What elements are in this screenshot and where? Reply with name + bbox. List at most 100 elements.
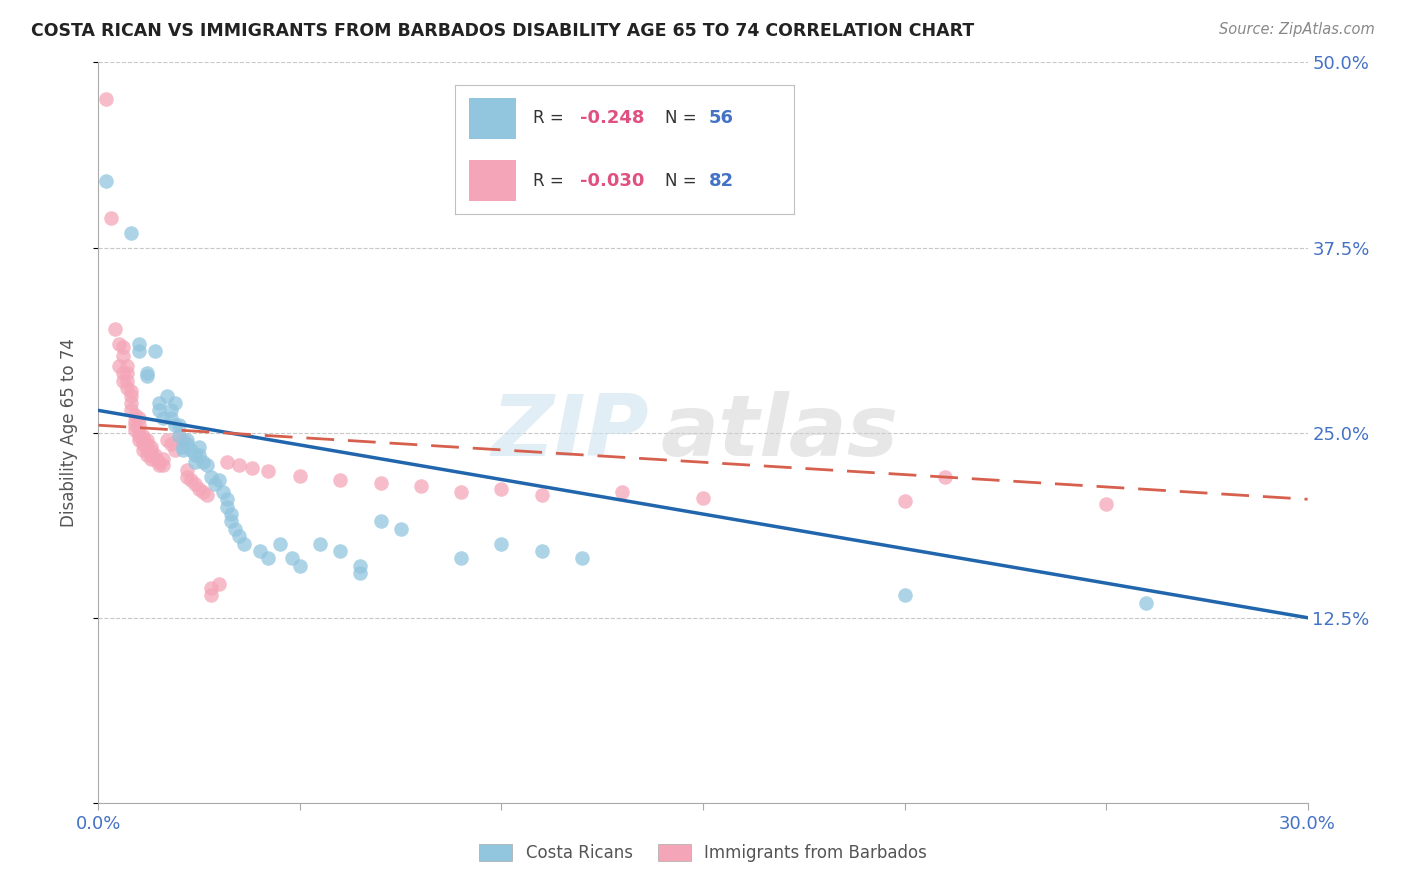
Point [1135,596,1157,610]
Point [193,455,215,469]
Text: ZIP: ZIP [491,391,648,475]
Point [152,410,174,425]
Point [96,174,118,188]
Point [212,484,235,499]
Point [370,475,392,490]
Point [163,418,186,433]
Point [893,493,915,508]
Point [128,428,150,442]
Point [221,507,243,521]
Point [135,443,157,458]
Point [370,515,392,529]
Point [450,484,472,499]
Point [103,322,125,336]
Point [163,396,186,410]
Point [135,448,157,462]
Point [124,408,146,422]
Point [349,558,371,573]
Point [115,381,138,395]
Point [208,576,231,591]
Point [188,482,211,496]
Point [232,536,254,550]
Text: Source: ZipAtlas.com: Source: ZipAtlas.com [1219,22,1375,37]
Point [200,589,222,603]
Point [120,388,142,402]
Point [128,433,150,447]
Point [96,92,118,106]
Point [135,369,157,384]
Point [167,418,190,433]
Point [208,473,231,487]
Point [309,536,332,550]
Point [571,551,593,566]
Point [349,566,371,581]
Point [193,484,215,499]
Point [893,589,915,603]
Point [148,455,170,469]
Point [124,423,146,437]
Point [139,448,162,462]
Point [249,544,271,558]
Point [163,443,186,458]
Point [389,522,412,536]
Point [132,443,155,458]
Point [111,340,134,354]
Point [450,551,472,566]
Point [128,418,150,433]
Point [152,452,174,467]
Point [329,544,352,558]
Point [128,336,150,351]
Point [176,437,198,451]
Point [107,336,129,351]
Y-axis label: Disability Age 65 to 74: Disability Age 65 to 74 [59,338,77,527]
Point [148,458,170,473]
Point [195,458,218,473]
Point [120,403,142,417]
Point [100,211,122,225]
Point [139,443,162,458]
Point [256,551,278,566]
Point [152,458,174,473]
Point [172,441,194,455]
Text: atlas: atlas [661,391,898,475]
Point [115,367,138,381]
Point [530,544,553,558]
Point [184,477,207,491]
Point [132,437,155,451]
Point [115,374,138,388]
Point [156,388,179,402]
Point [217,492,239,507]
Point [195,488,218,502]
Point [172,443,194,458]
Point [111,374,134,388]
Point [176,470,198,484]
Point [135,367,157,381]
Point [491,482,513,496]
Point [217,455,239,469]
Point [111,367,134,381]
Point [111,349,134,363]
Point [128,410,150,425]
Point [139,452,162,467]
Point [115,359,138,373]
Point [256,464,278,478]
Point [176,462,198,476]
Point [107,359,129,373]
Point [135,433,157,447]
Point [172,433,194,447]
Point [188,448,211,462]
Point [180,443,202,458]
Point [148,396,170,410]
Point [120,226,142,240]
Point [160,437,183,451]
Point [281,551,304,566]
Text: COSTA RICAN VS IMMIGRANTS FROM BARBADOS DISABILITY AGE 65 TO 74 CORRELATION CHAR: COSTA RICAN VS IMMIGRANTS FROM BARBADOS … [31,22,974,40]
Point [124,418,146,433]
Point [1095,497,1118,511]
Point [148,403,170,417]
Point [329,473,352,487]
Point [217,500,239,514]
Point [288,468,311,483]
Point [934,470,956,484]
Point [167,428,190,442]
